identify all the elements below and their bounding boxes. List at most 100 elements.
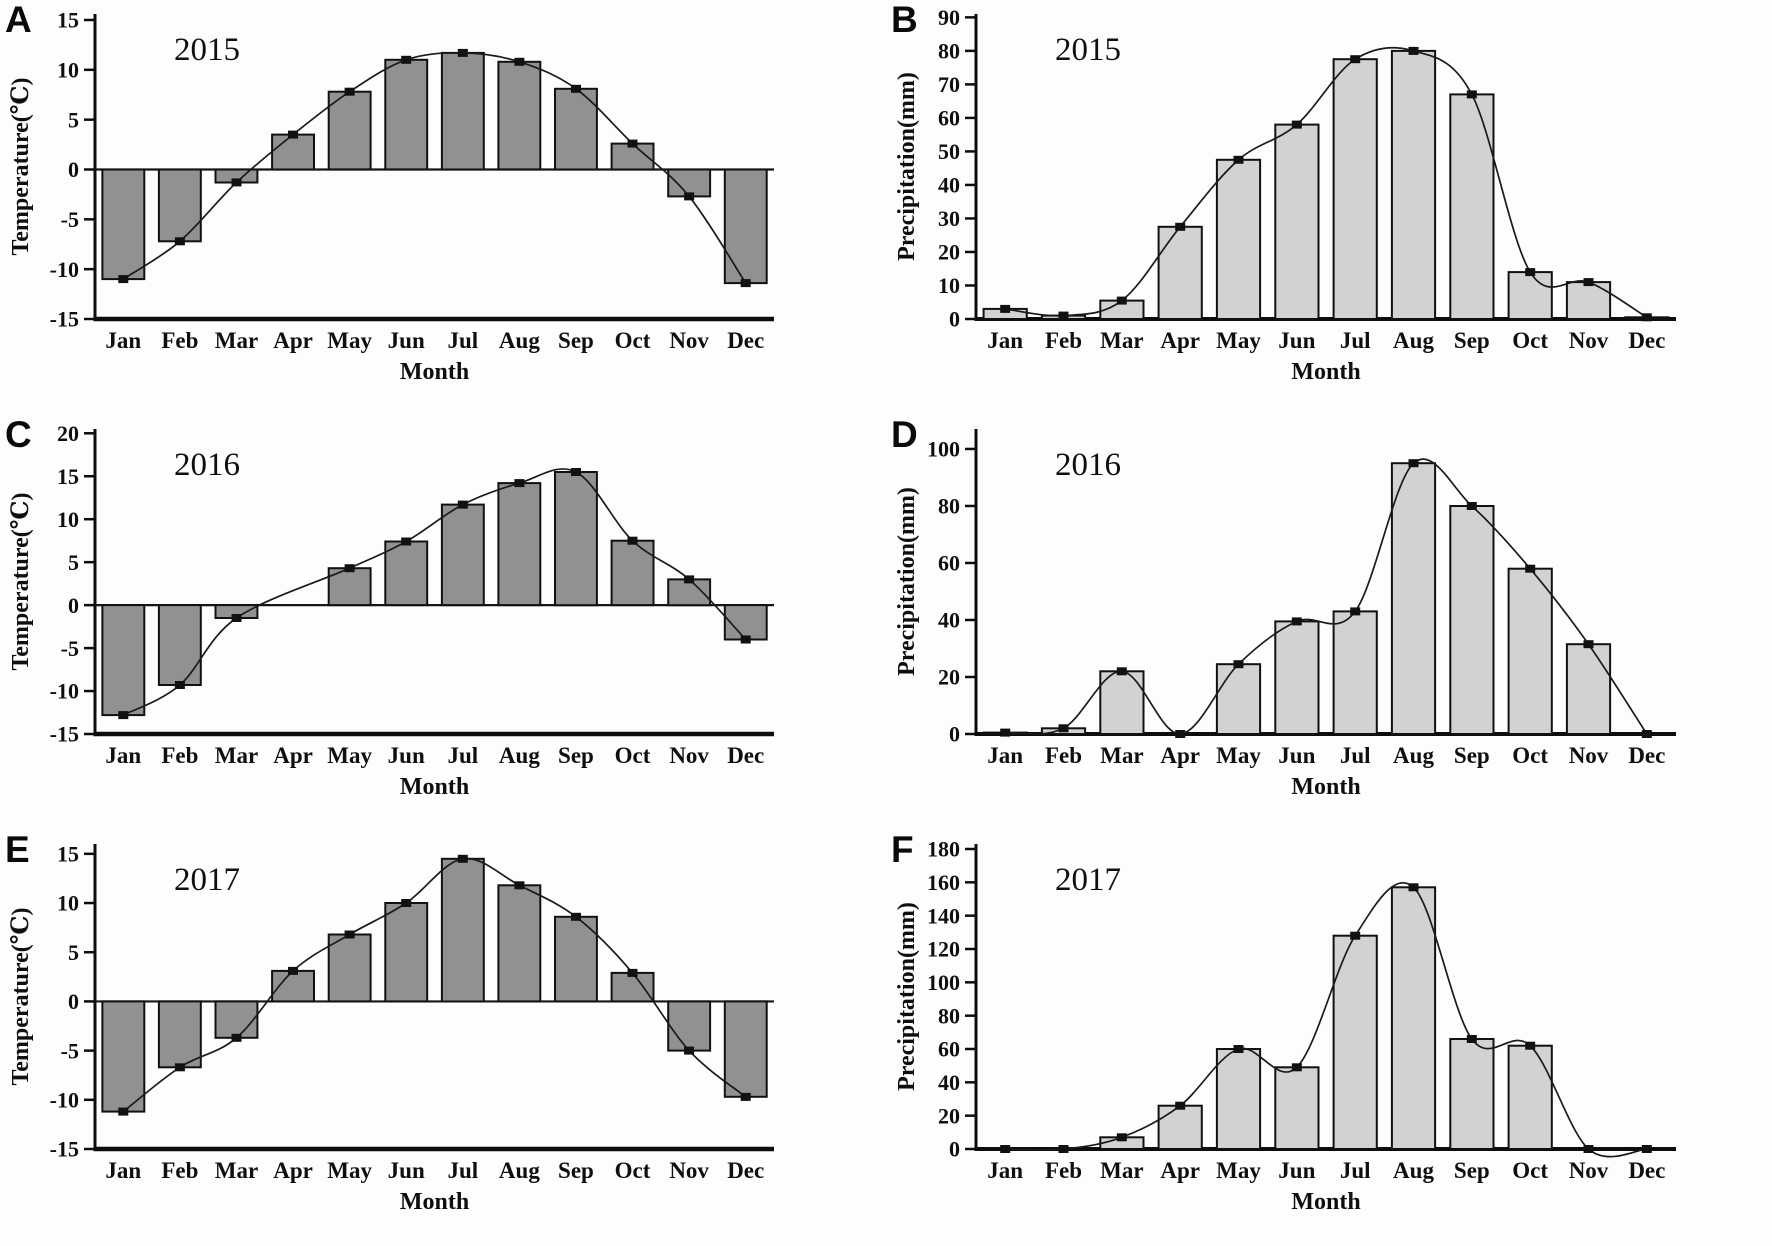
- bar-aug: [1390, 49, 1437, 321]
- y-tick-label: 40: [938, 1070, 960, 1095]
- month-label: Jul: [1340, 328, 1371, 353]
- y-tick-label: -15: [50, 307, 79, 332]
- month-label: May: [327, 328, 372, 353]
- month-label: Jan: [105, 1158, 141, 1183]
- y-tick-label: 20: [938, 665, 960, 690]
- month-label: Feb: [161, 743, 198, 768]
- month-label: Jul: [1340, 1158, 1371, 1183]
- data-point-marker-sep: [571, 468, 581, 476]
- data-point-marker-apr: [1175, 222, 1186, 231]
- data-point-marker-sep: [1466, 90, 1477, 99]
- data-point-marker-jun: [401, 537, 412, 546]
- data-point-marker-nov: [684, 192, 695, 201]
- month-label: Feb: [161, 328, 198, 353]
- data-point-marker-may: [344, 930, 355, 939]
- month-label: Sep: [558, 328, 594, 353]
- month-label: Jan: [987, 1158, 1023, 1183]
- data-point-marker-jun: [1291, 120, 1302, 129]
- temperature-2015-chart: -15 -10 -5 0 5 10 15 Jan Feb Mar Apr May Jun Jul Aug Se…: [8, 8, 774, 385]
- bar-mar: [1099, 670, 1145, 735]
- y-tick-label: -10: [50, 257, 79, 282]
- bar-jul: [1332, 58, 1378, 320]
- bar-jul: [440, 857, 485, 1003]
- bar-oct: [1507, 1044, 1553, 1150]
- data-point-marker-feb: [174, 237, 185, 246]
- data-point-marker-dec: [740, 635, 751, 644]
- data-point-marker-dec: [1641, 313, 1652, 322]
- data-point-marker-may: [1233, 1045, 1244, 1053]
- y-tick-label: 0: [949, 1137, 960, 1162]
- month-label: Apr: [1160, 743, 1200, 768]
- bar-feb: [157, 168, 202, 243]
- y-tick-label: 10: [938, 273, 960, 298]
- y-tick-label: -15: [50, 1137, 79, 1162]
- data-point-marker-jan: [1000, 304, 1011, 313]
- y-tick-label: 20: [938, 1103, 960, 1128]
- bar-may: [1215, 158, 1262, 320]
- y-tick-label: 50: [938, 139, 960, 164]
- data-point-marker-oct: [627, 968, 638, 977]
- month-label: Jan: [105, 328, 141, 353]
- data-point-marker-may: [344, 564, 355, 573]
- month-label: Apr: [1160, 1158, 1200, 1183]
- y-tick-label: 30: [938, 206, 960, 231]
- month-label: Dec: [727, 328, 764, 353]
- y-tick-label: 80: [938, 1003, 960, 1028]
- data-point-marker-oct: [1525, 564, 1536, 573]
- month-label: Aug: [1393, 328, 1434, 353]
- data-point-marker-nov: [1583, 278, 1594, 287]
- y-axis-title: Temperature(℃): [8, 77, 34, 255]
- y-tick-label: 70: [938, 72, 960, 97]
- y-tick-label: 120: [927, 937, 960, 962]
- bar-feb: [157, 1000, 202, 1069]
- y-tick-label: 80: [938, 494, 960, 519]
- data-point-marker-apr: [288, 966, 298, 975]
- y-axis-title: Precipitation(mm): [894, 902, 920, 1091]
- y-tick-label: 10: [57, 507, 79, 532]
- month-label: Oct: [615, 1158, 651, 1183]
- month-label: Nov: [669, 328, 709, 353]
- month-label: May: [1216, 743, 1261, 768]
- data-point-marker-jun: [1291, 1063, 1302, 1072]
- y-tick-label: 20: [57, 421, 79, 446]
- data-point-marker-feb: [1058, 1145, 1069, 1153]
- bar-jun: [1274, 620, 1320, 735]
- month-label: Sep: [1454, 743, 1490, 768]
- bar-may: [327, 567, 372, 607]
- y-tick-label: -10: [50, 679, 79, 704]
- bar-aug: [1390, 886, 1437, 1151]
- bar-may: [327, 933, 372, 1003]
- bar-nov: [667, 168, 712, 198]
- x-axis-title: Month: [400, 359, 469, 385]
- trend-line: [1005, 881, 1647, 1158]
- bar-jan: [101, 604, 146, 717]
- month-label: Apr: [273, 743, 313, 768]
- y-tick-label: 15: [57, 464, 79, 489]
- bar-jul: [1332, 610, 1378, 735]
- bar-dec: [723, 168, 768, 285]
- data-point-marker-jan: [1000, 1145, 1011, 1153]
- y-tick-label: 180: [927, 837, 960, 862]
- bar-may: [327, 90, 372, 171]
- y-tick-label: 60: [938, 551, 960, 576]
- month-label: Sep: [558, 1158, 594, 1183]
- data-point-marker-oct: [627, 139, 638, 148]
- month-label: Jan: [987, 743, 1023, 768]
- panel-c: C -15 -10 -5 0 5 10 15 20 Jan Feb Mar Apr May Jun Jul A…: [0, 415, 886, 830]
- y-tick-label: 5: [68, 550, 79, 575]
- month-label: Dec: [1628, 328, 1665, 353]
- data-point-marker-may: [344, 87, 355, 96]
- month-label: Aug: [1393, 743, 1434, 768]
- month-label: Jul: [447, 328, 478, 353]
- y-tick-label: 0: [68, 157, 79, 182]
- panel-letter-a: A: [5, 0, 32, 40]
- month-label: Jun: [1278, 1158, 1315, 1183]
- data-point-marker-feb: [1058, 311, 1069, 320]
- bar-jun: [384, 540, 429, 607]
- y-tick-label: 90: [938, 5, 960, 30]
- x-axis-title: Month: [400, 774, 469, 800]
- data-point-marker-aug: [1408, 459, 1419, 468]
- data-point-marker-dec: [740, 1092, 751, 1101]
- bar-sep: [1449, 1038, 1495, 1150]
- panel-f: F 0 20 40 60 80 100 120 140 160 180 Jan Feb Mar Apr Ma…: [886, 830, 1772, 1246]
